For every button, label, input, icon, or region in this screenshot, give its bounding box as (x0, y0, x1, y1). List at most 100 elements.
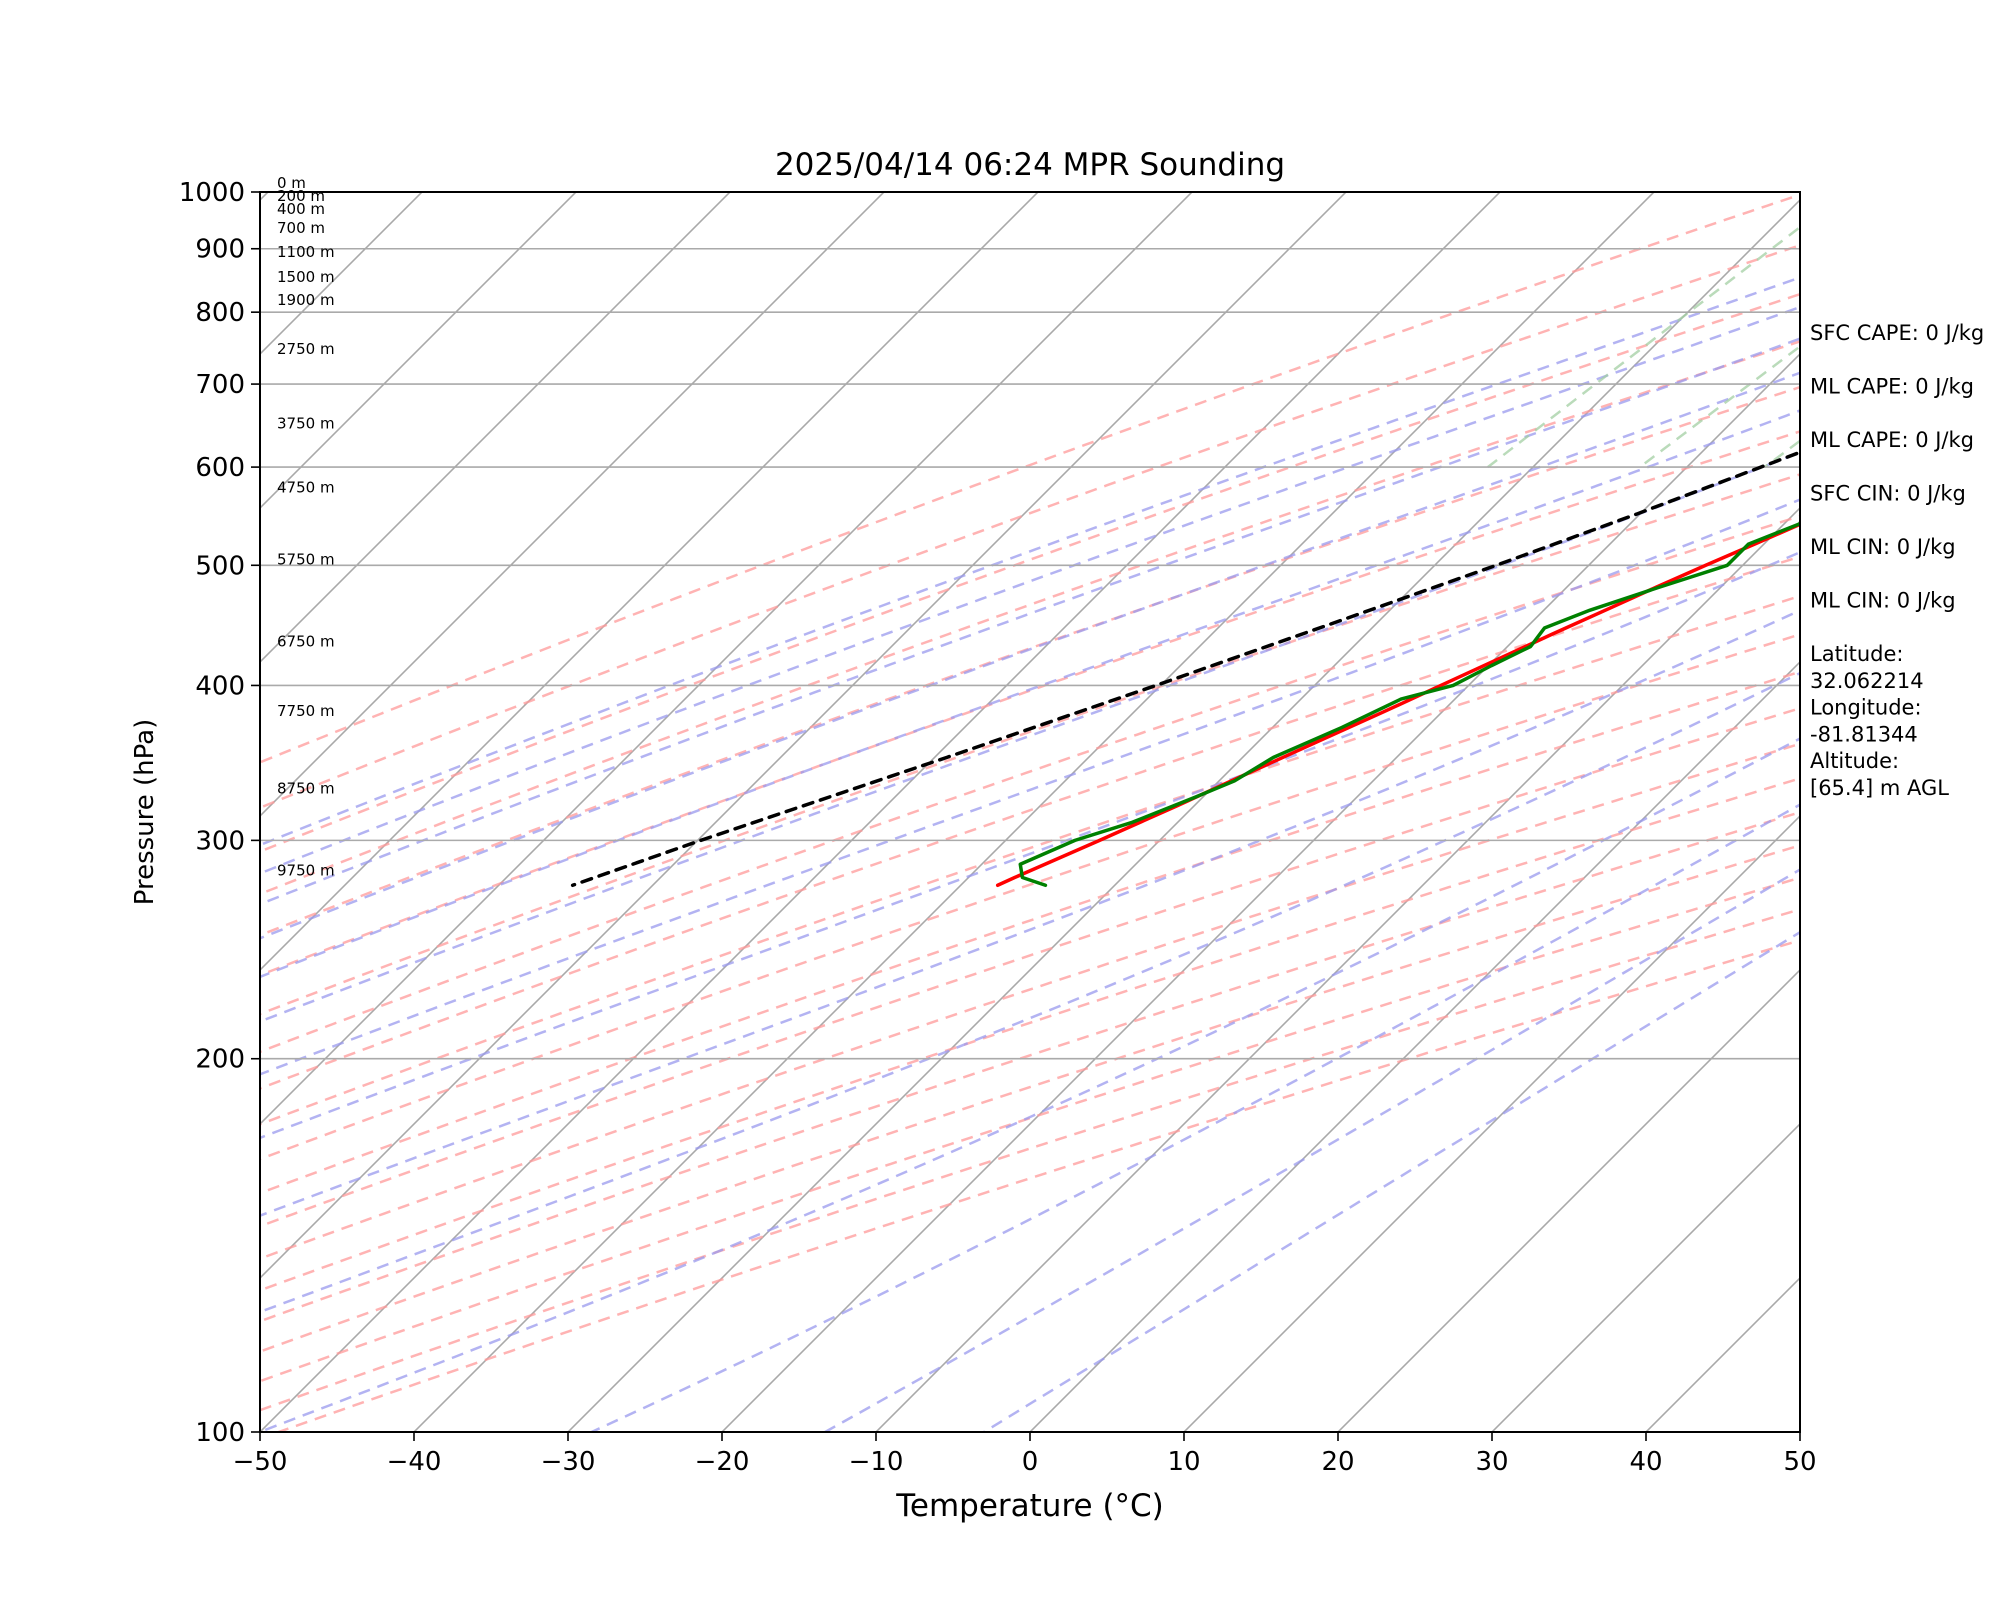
parcel-profile-line (570, 450, 1800, 888)
y-tick-label: 1000 (179, 178, 245, 208)
dewpoint-profile-line (1018, 519, 1800, 888)
dry-adiabat-line (260, 292, 1800, 853)
background-lines (260, 192, 1800, 1432)
x-tick-label: −40 (387, 1447, 442, 1477)
isotherm-line (1182, 814, 1800, 1432)
dry-adiabat-line (260, 340, 1800, 896)
height-label: 4750 m (277, 479, 335, 497)
isotherm-line (1336, 968, 1800, 1432)
dry-adiabat-line (260, 742, 1800, 1261)
x-tick-label: 0 (1022, 1447, 1039, 1477)
y-tick-label: 900 (195, 235, 245, 265)
stats-line: -81.81344 (1810, 723, 1918, 747)
y-tick-label: 500 (195, 551, 245, 581)
stats-line: SFC CAPE: 0 J/kg (1810, 321, 1984, 345)
x-tick-label: 40 (1629, 1447, 1662, 1477)
dry-adiabat-line (260, 777, 1800, 1292)
stats-line: ML CIN: 0 J/kg (1810, 535, 1956, 559)
x-tick-label: −20 (695, 1447, 750, 1477)
isotherm-line (1028, 660, 1800, 1432)
moist-adiabat-line (260, 337, 1800, 906)
height-label: 400 m (277, 200, 325, 218)
isotherm-line (412, 192, 1656, 1432)
x-tick-label: −30 (541, 1447, 596, 1477)
dry-adiabat-line (260, 430, 1800, 977)
y-tick-label: 100 (195, 1418, 245, 1448)
height-label: 9750 m (277, 861, 335, 879)
y-axis-label: Pressure (hPa) (130, 719, 160, 906)
x-axis-label: Temperature (°C) (895, 1488, 1164, 1524)
height-label: 0 m (277, 174, 306, 192)
x-tick-label: −50 (233, 1447, 288, 1477)
y-tick-label: 700 (195, 370, 245, 400)
dry-adiabat-line (260, 473, 1800, 1016)
moist-adiabat-line (260, 609, 1800, 1217)
height-label: 3750 m (277, 414, 335, 432)
moist-adiabat-line (260, 671, 1800, 1314)
isotherm-line (566, 198, 1800, 1432)
x-tick-label: 10 (1167, 1447, 1200, 1477)
isotherm-line (260, 192, 732, 664)
isotherm-line (260, 192, 886, 818)
y-tick-label: 800 (195, 298, 245, 328)
moist-adiabat-line (260, 737, 1800, 1432)
moist-adiabat-line (260, 498, 1800, 1076)
profile-lines (570, 450, 1800, 888)
height-label: 8750 m (277, 779, 335, 797)
stats-line: Latitude: (1810, 642, 1904, 666)
stats-line: ML CAPE: 0 J/kg (1810, 375, 1974, 399)
height-label: 1100 m (277, 243, 335, 261)
moist-adiabat-line (260, 276, 1800, 847)
isotherm-line (874, 506, 1800, 1432)
isotherm-line (260, 192, 1040, 972)
temperature-profile-line (995, 522, 1800, 888)
x-tick-label: 30 (1475, 1447, 1508, 1477)
stats-line: Longitude: (1810, 696, 1922, 720)
height-label: 2750 m (277, 340, 335, 358)
x-tick-label: −10 (849, 1447, 904, 1477)
moist-adiabat-line (260, 409, 1800, 979)
stats-line: 32.062214 (1810, 669, 1924, 693)
y-tick-label: 400 (195, 671, 245, 701)
stats-line: [65.4] m AGL (1810, 776, 1949, 800)
y-tick-label: 300 (195, 826, 245, 856)
mixing-ratio-line (1639, 344, 1800, 469)
pressure-gridlines (260, 247, 1800, 1060)
dry-adiabat-line (260, 385, 1800, 937)
isotherm-line (260, 192, 1502, 1432)
isotherm-line (260, 192, 1194, 1126)
isotherm-line (260, 192, 578, 510)
mixing-ratio-line (1487, 225, 1800, 469)
height-label: 7750 m (277, 702, 335, 720)
y-tick-label: 600 (195, 453, 245, 483)
x-tick-label: 50 (1783, 1447, 1816, 1477)
y-tick-label: 200 (195, 1045, 245, 1075)
stats-panel: SFC CAPE: 0 J/kg ML CAPE: 0 J/kg ML CAPE: … (1810, 321, 1984, 800)
dry-adiabat-line (260, 555, 1800, 1090)
height-label: 700 m (277, 219, 325, 237)
height-label: 5750 m (277, 551, 335, 569)
stats-line: Altitude: (1810, 749, 1899, 773)
moist-adiabat-line (824, 868, 1800, 1432)
x-tick-label: 20 (1321, 1447, 1354, 1477)
height-label: 1900 m (277, 291, 335, 309)
chart-title: 2025/04/14 06:24 MPR Sounding (775, 147, 1285, 183)
isotherm-line (1490, 1122, 1800, 1432)
stats-line: ML CIN: 0 J/kg (1810, 589, 1956, 613)
moist-adiabat-line (591, 803, 1800, 1432)
dry-adiabat-line (260, 243, 1800, 810)
stats-line: SFC CIN: 0 J/kg (1810, 482, 1966, 506)
isotherm-line (720, 352, 1800, 1432)
dry-adiabat-line (260, 633, 1800, 1161)
height-label: 1500 m (277, 268, 335, 286)
dry-adiabat-line (260, 706, 1800, 1228)
isotherm-line (260, 192, 1348, 1280)
dry-adiabat-line (260, 810, 1800, 1323)
dry-adiabat-line (260, 876, 1800, 1383)
moist-adiabat-line (260, 550, 1800, 1140)
stats-line: ML CAPE: 0 J/kg (1810, 428, 1974, 452)
height-label: 200 m (277, 187, 325, 205)
